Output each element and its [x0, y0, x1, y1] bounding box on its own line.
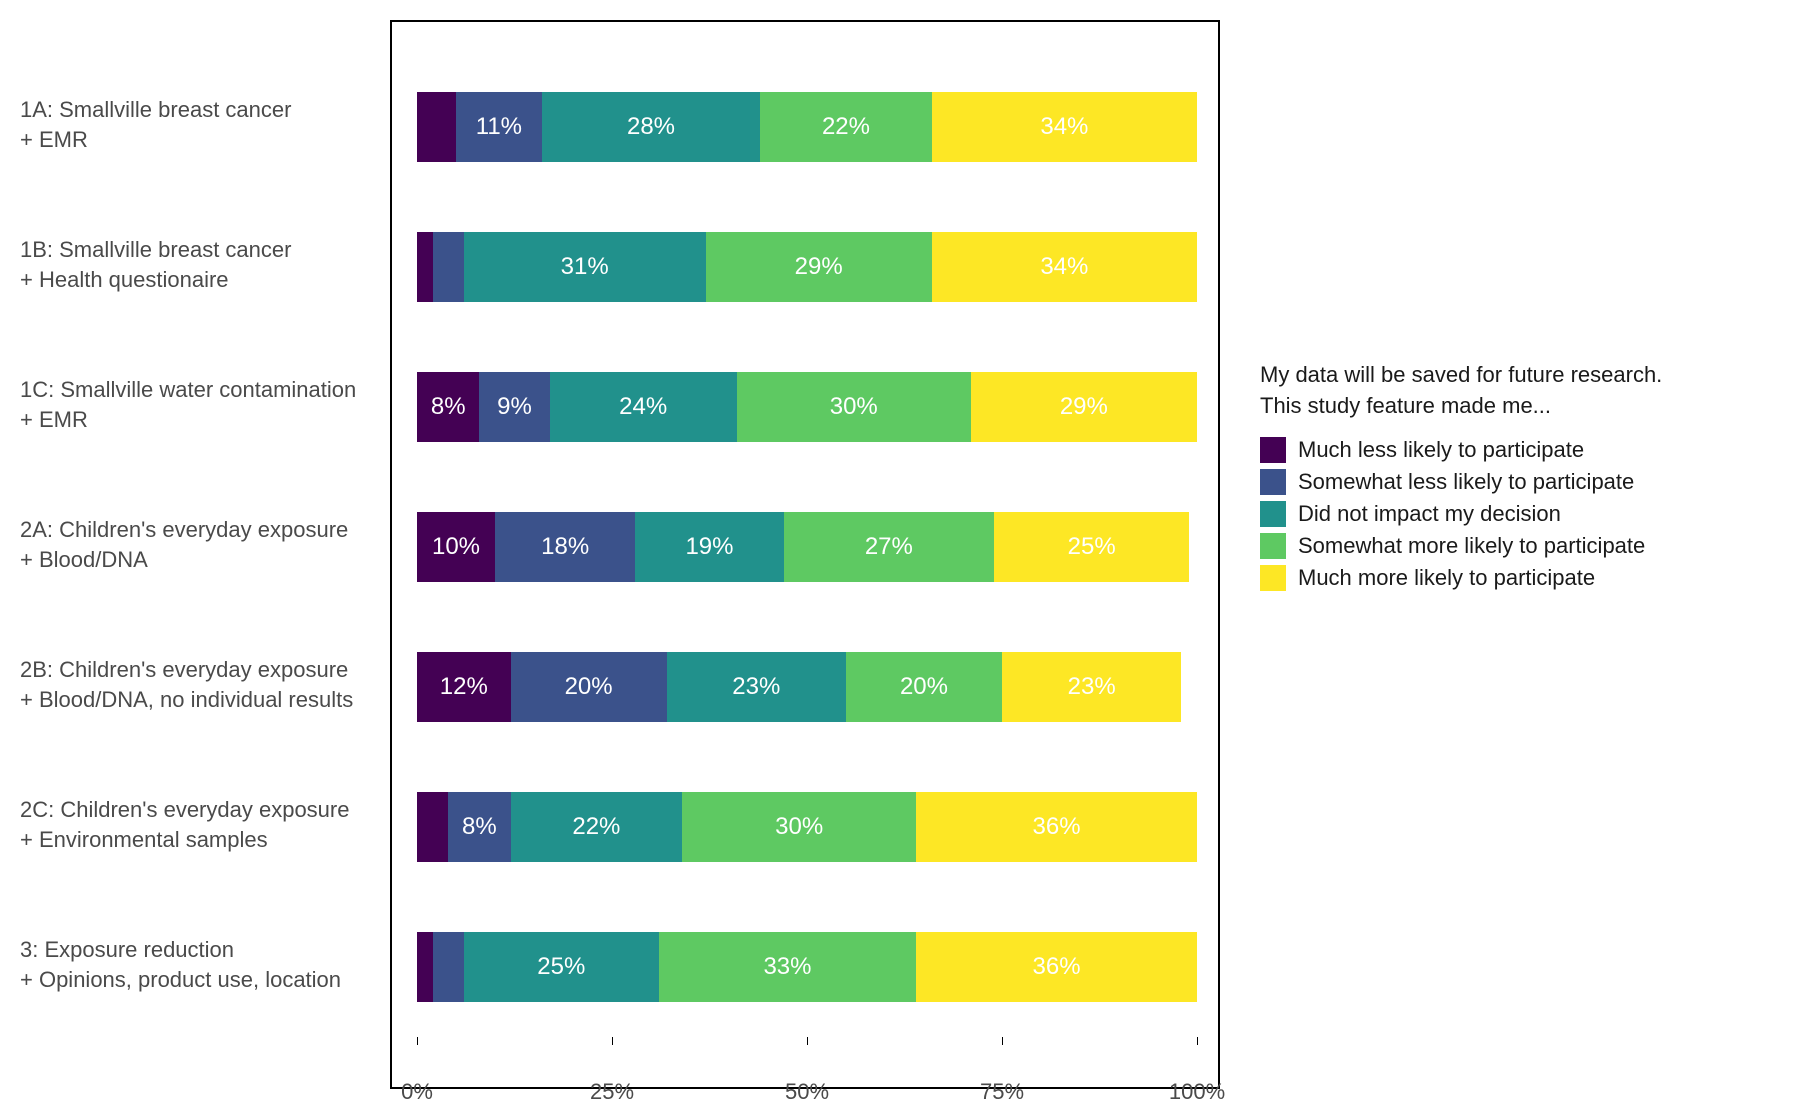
bar-row: 8%9%24%30%29%: [417, 337, 1197, 477]
row-label: 2B: Children's everyday exposure+ Blood/…: [20, 615, 390, 755]
x-tick-label: 50%: [785, 1079, 829, 1105]
bar-segment: 25%: [464, 932, 659, 1002]
legend-title-line1: My data will be saved for future researc…: [1260, 362, 1662, 387]
bar-segment: 19%: [635, 512, 783, 582]
legend-label: Much more likely to participate: [1298, 565, 1595, 591]
row-label: 2C: Children's everyday exposure+ Enviro…: [20, 755, 390, 895]
bar-row: 10%18%19%27%25%: [417, 477, 1197, 617]
bar-segment: 12%: [417, 652, 511, 722]
bar-segment: 36%: [916, 792, 1197, 862]
bar-row: 25%33%36%: [417, 897, 1197, 1037]
bar-segment: 10%: [417, 512, 495, 582]
row-label: 1C: Smallville water contamination+ EMR: [20, 335, 390, 475]
row-label: 1B: Smallville breast cancer+ Health que…: [20, 195, 390, 335]
bar-segment: 23%: [1002, 652, 1181, 722]
legend-label: Somewhat less likely to participate: [1298, 469, 1634, 495]
bar-segment: 31%: [464, 232, 706, 302]
bar-segment: 34%: [932, 92, 1197, 162]
bar-row: 31%29%34%: [417, 197, 1197, 337]
x-tick-mark: [612, 1037, 613, 1045]
stacked-bar: 31%29%34%: [417, 232, 1197, 302]
bar-segment: 24%: [550, 372, 737, 442]
bar-segment: 18%: [495, 512, 635, 582]
row-label: 3: Exposure reduction + Opinions, produc…: [20, 895, 390, 1035]
bar-segment: 34%: [932, 232, 1197, 302]
legend-label: Somewhat more likely to participate: [1298, 533, 1645, 559]
bar-segment: [417, 792, 448, 862]
row-label: 2A: Children's everyday exposure+ Blood/…: [20, 475, 390, 615]
bar-segment: 8%: [417, 372, 479, 442]
legend-swatch: [1260, 437, 1286, 463]
legend-item: Somewhat more likely to participate: [1260, 533, 1662, 559]
bar-segment: 22%: [760, 92, 932, 162]
bar-segment: 23%: [667, 652, 846, 722]
legend-title: My data will be saved for future researc…: [1260, 360, 1662, 422]
plot-area: 11%28%22%34%31%29%34%8%9%24%30%29%10%18%…: [390, 20, 1220, 1089]
legend: My data will be saved for future researc…: [1260, 20, 1662, 597]
stacked-bar: 25%33%36%: [417, 932, 1197, 1002]
x-tick-label: 0%: [401, 1079, 433, 1105]
bar-segment: 9%: [479, 372, 549, 442]
legend-item: Did not impact my decision: [1260, 501, 1662, 527]
legend-label: Did not impact my decision: [1298, 501, 1561, 527]
legend-item: Much more likely to participate: [1260, 565, 1662, 591]
bar-row: 11%28%22%34%: [417, 57, 1197, 197]
bars-wrap: 11%28%22%34%31%29%34%8%9%24%30%29%10%18%…: [417, 57, 1197, 1037]
bar-segment: 30%: [682, 792, 916, 862]
x-tick-mark: [1197, 1037, 1198, 1045]
stacked-bar: 8%22%30%36%: [417, 792, 1197, 862]
bar-segment: 20%: [511, 652, 667, 722]
stacked-bar: 11%28%22%34%: [417, 92, 1197, 162]
legend-title-line2: This study feature made me...: [1260, 393, 1551, 418]
bar-segment: 27%: [784, 512, 995, 582]
bar-segment: 29%: [706, 232, 932, 302]
x-tick-mark: [807, 1037, 808, 1045]
bar-segment: 22%: [511, 792, 683, 862]
x-tick-mark: [1002, 1037, 1003, 1045]
x-tick-label: 100%: [1169, 1079, 1225, 1105]
legend-label: Much less likely to participate: [1298, 437, 1584, 463]
stacked-bar: 12%20%23%20%23%: [417, 652, 1181, 722]
bar-segment: 11%: [456, 92, 542, 162]
bar-segment: 20%: [846, 652, 1002, 722]
bar-segment: [433, 932, 464, 1002]
legend-swatch: [1260, 565, 1286, 591]
y-axis-labels: 1A: Smallville breast cancer+ EMR1B: Sma…: [20, 20, 390, 1035]
bar-segment: 28%: [542, 92, 760, 162]
legend-item: Much less likely to participate: [1260, 437, 1662, 463]
bar-segment: 30%: [737, 372, 971, 442]
bar-row: 12%20%23%20%23%: [417, 617, 1197, 757]
x-tick-label: 75%: [980, 1079, 1024, 1105]
bar-row: 8%22%30%36%: [417, 757, 1197, 897]
bar-segment: [417, 932, 433, 1002]
legend-swatch: [1260, 469, 1286, 495]
bar-segment: 33%: [659, 932, 916, 1002]
legend-swatch: [1260, 501, 1286, 527]
chart-container: 1A: Smallville breast cancer+ EMR1B: Sma…: [20, 20, 1780, 1028]
bar-segment: 36%: [916, 932, 1197, 1002]
stacked-bar: 8%9%24%30%29%: [417, 372, 1197, 442]
bar-segment: 29%: [971, 372, 1197, 442]
bar-segment: 25%: [994, 512, 1189, 582]
row-label: 1A: Smallville breast cancer+ EMR: [20, 55, 390, 195]
stacked-bar: 10%18%19%27%25%: [417, 512, 1189, 582]
x-tick-label: 25%: [590, 1079, 634, 1105]
bar-segment: [433, 232, 464, 302]
x-tick-mark: [417, 1037, 418, 1045]
bar-segment: 8%: [448, 792, 510, 862]
legend-item: Somewhat less likely to participate: [1260, 469, 1662, 495]
bar-segment: [417, 92, 456, 162]
legend-swatch: [1260, 533, 1286, 559]
bar-segment: [417, 232, 433, 302]
